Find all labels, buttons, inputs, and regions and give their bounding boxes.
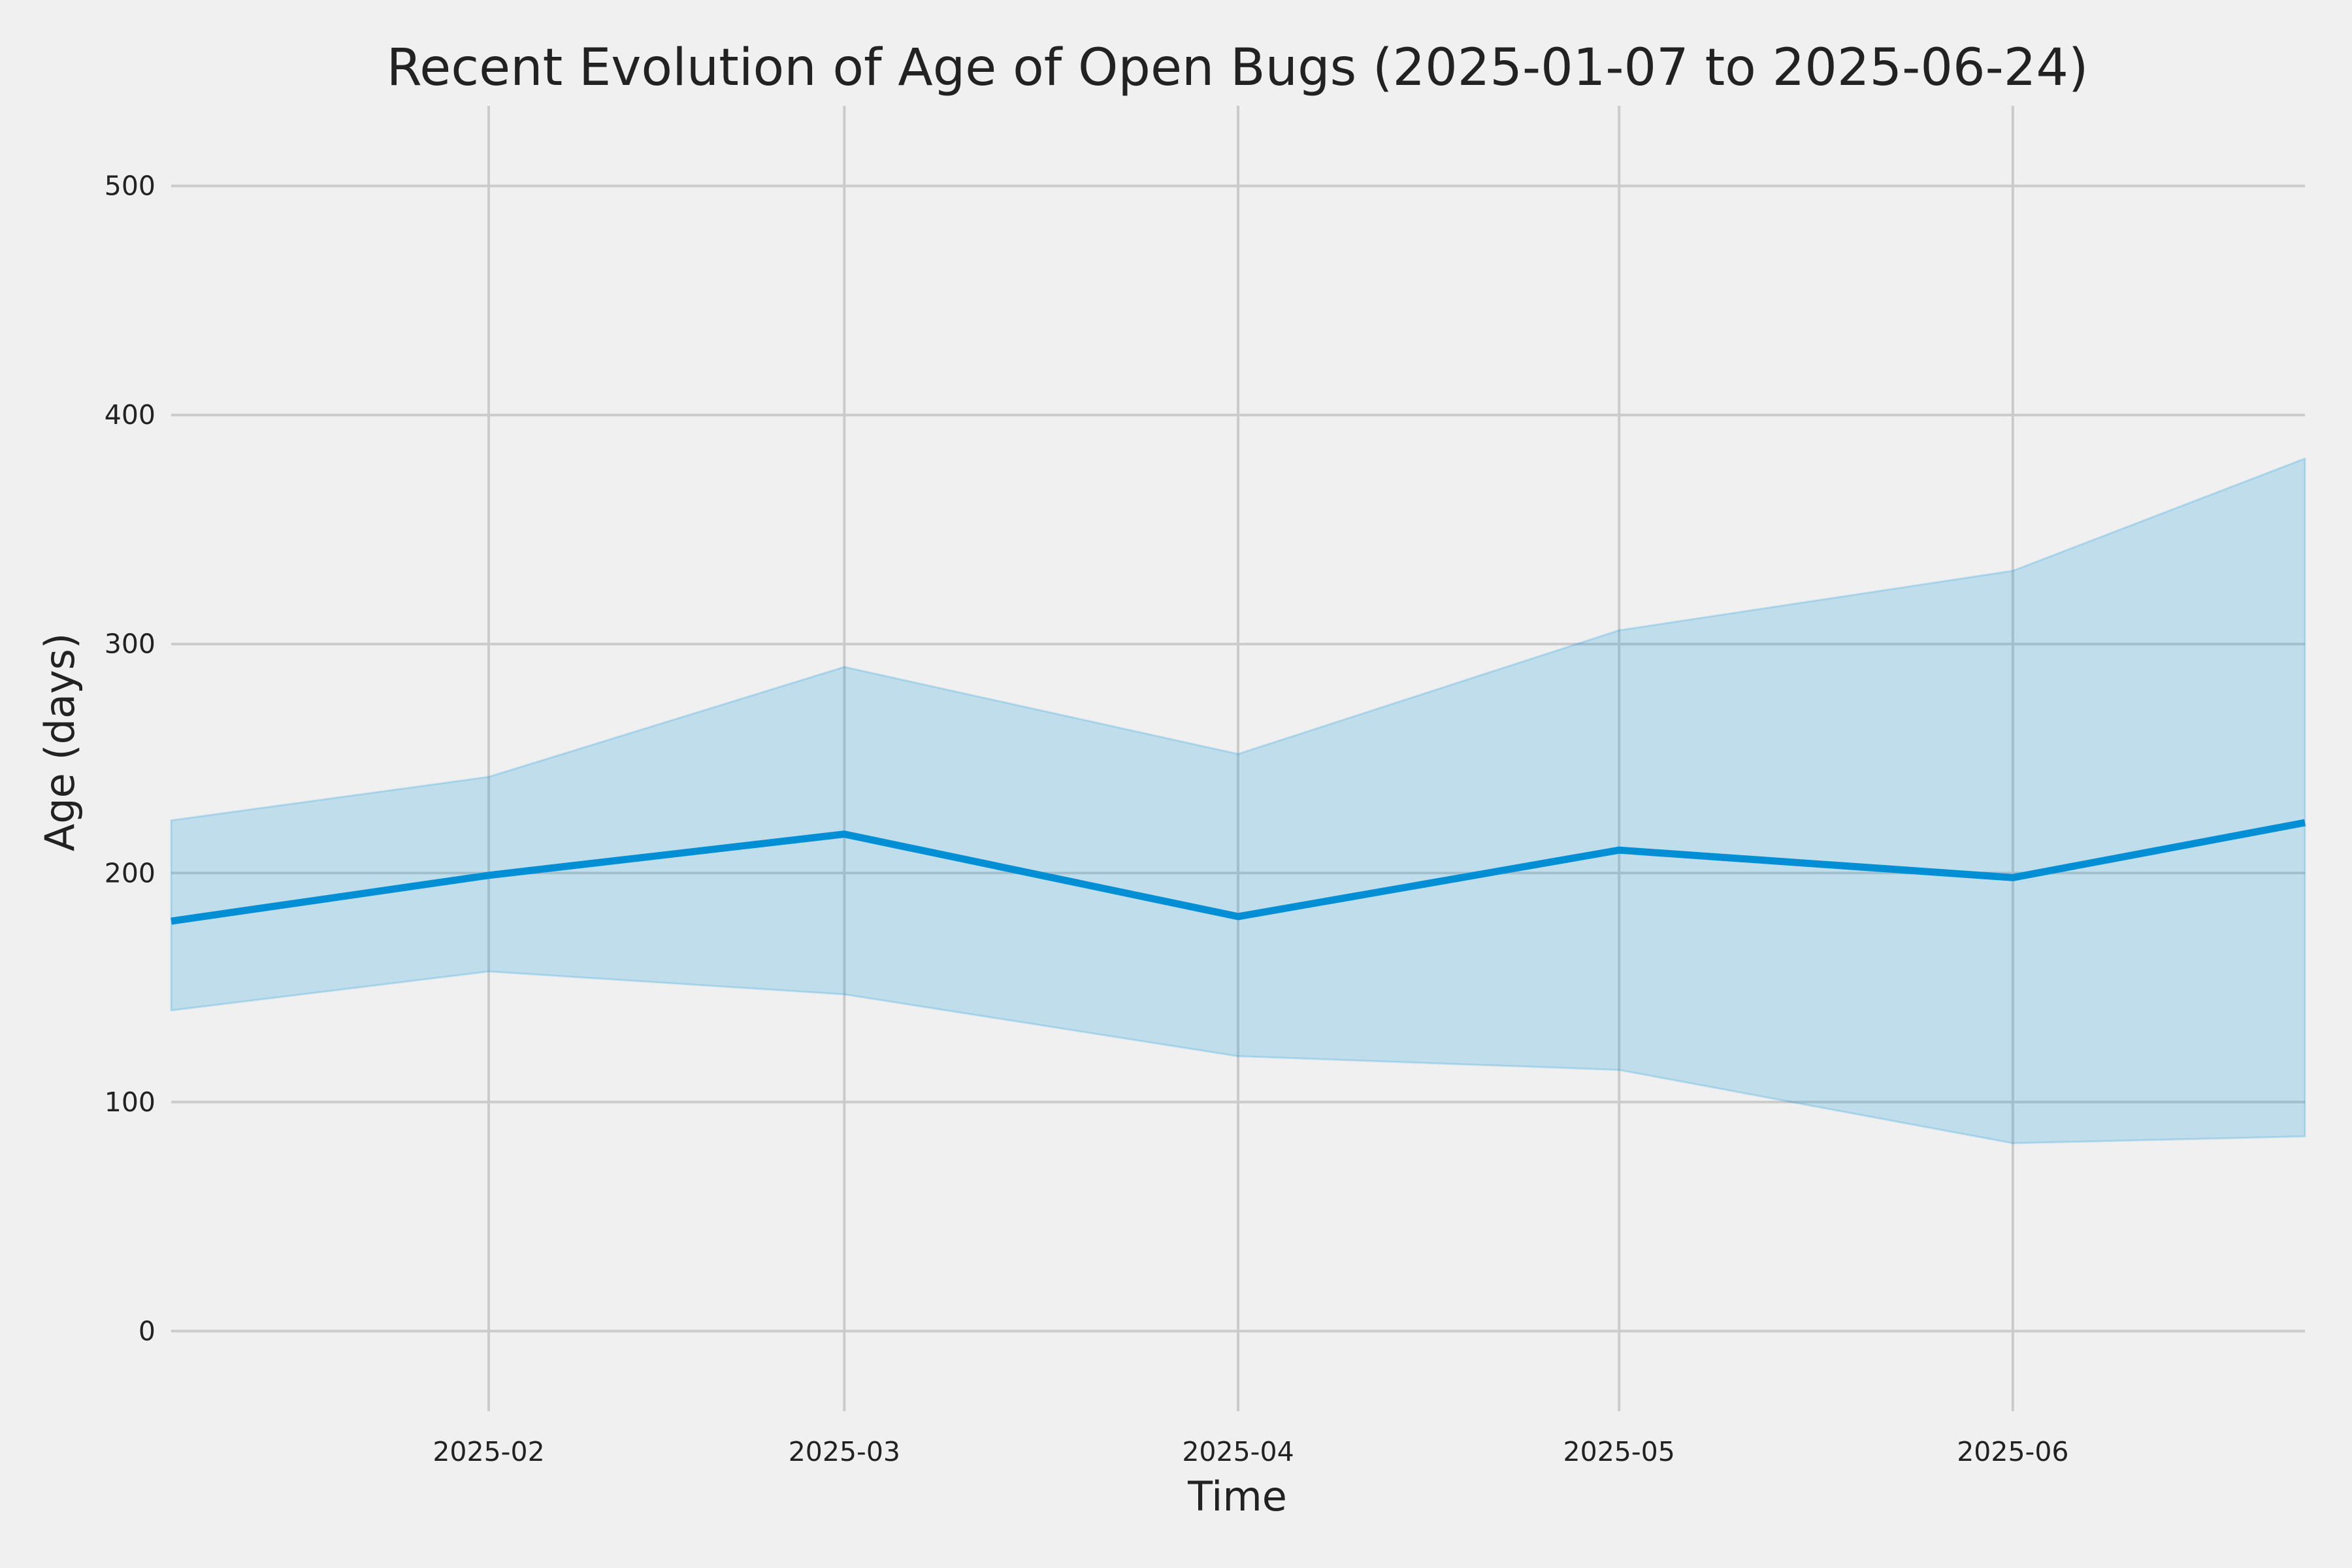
x-axis-label: Time (1187, 1473, 1287, 1520)
y-tick-label: 400 (105, 399, 155, 431)
series-line-layer (171, 819, 2306, 925)
y-tick-label: 0 (139, 1315, 155, 1347)
y-tick-label: 300 (105, 629, 155, 660)
y-tick-label: 500 (105, 171, 155, 202)
x-tick-label: 2025-02 (433, 1436, 544, 1467)
x-axis-ticks: 2025-02 2025-03 2025-04 2025-05 2025-06 (433, 1436, 2068, 1467)
x-tick-label: 2025-06 (1957, 1436, 2068, 1467)
x-tick-label: 2025-05 (1563, 1436, 1675, 1467)
confidence-band (170, 457, 2306, 1145)
y-axis-ticks: 0 100 200 300 400 500 (105, 171, 155, 1347)
y-tick-label: 200 (105, 857, 155, 889)
confidence-band-layer (170, 457, 2306, 1145)
x-tick-label: 2025-03 (789, 1436, 900, 1467)
x-tick-label: 2025-04 (1182, 1436, 1294, 1467)
y-axis-label: Age (days) (36, 633, 84, 851)
series-line (171, 819, 2306, 925)
chart-title: Recent Evolution of Age of Open Bugs (20… (387, 39, 2089, 97)
y-tick-label: 100 (105, 1086, 155, 1118)
